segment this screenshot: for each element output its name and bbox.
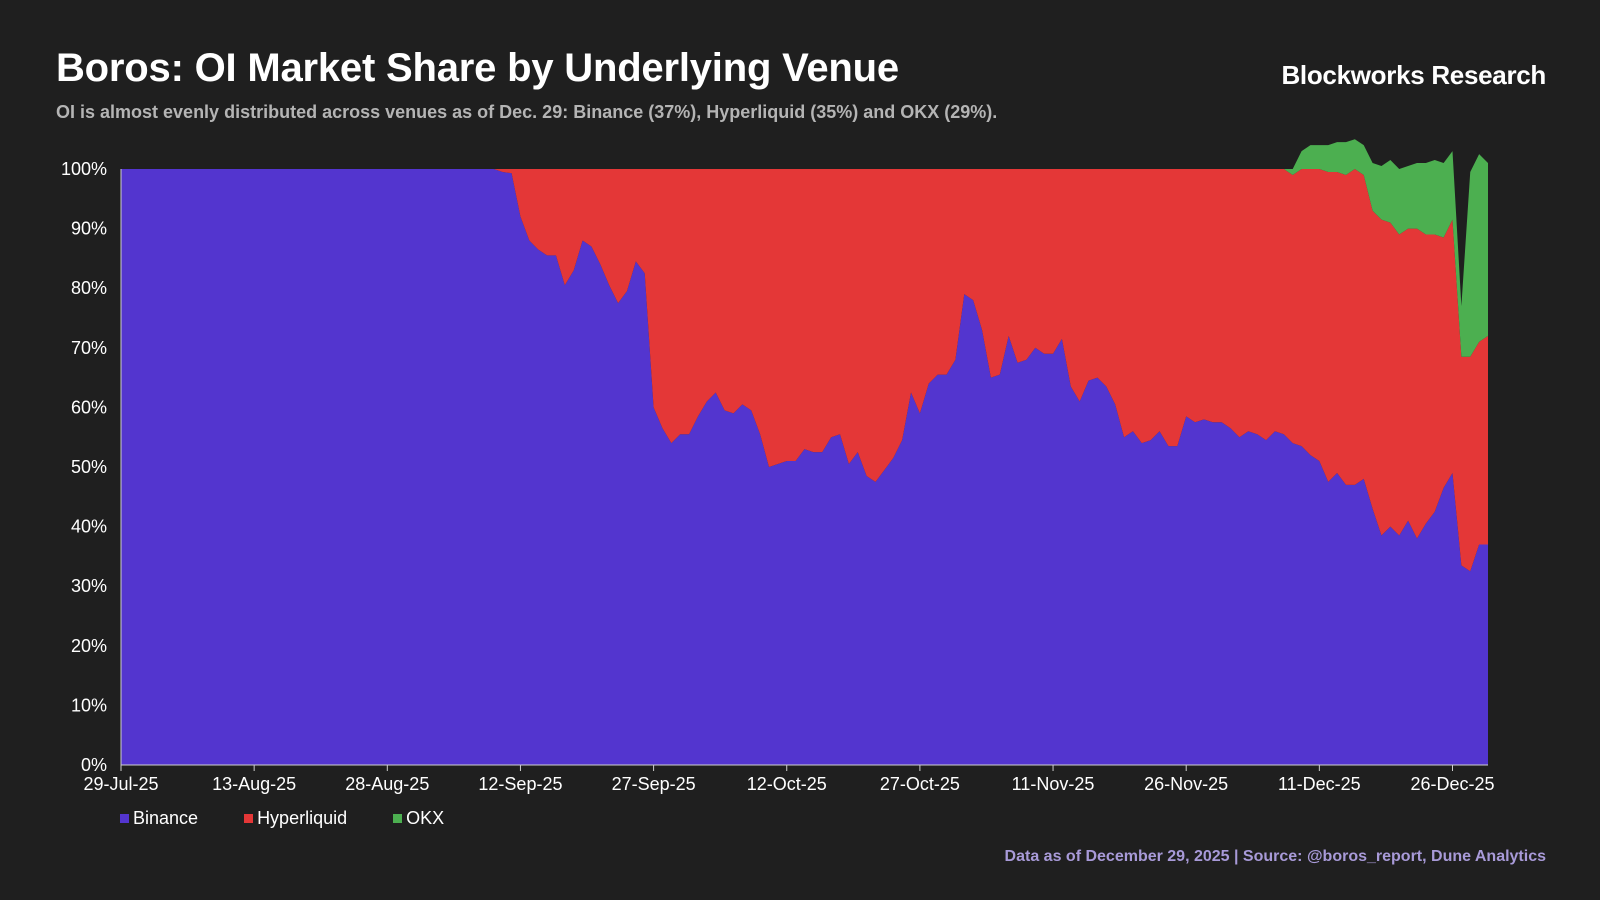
- plot-areas: [121, 139, 1488, 765]
- brand-logo-text: Blockworks Research: [1281, 60, 1546, 90]
- legend-label-binance: Binance: [133, 808, 199, 828]
- y-tick-label: 90%: [71, 219, 107, 239]
- y-tick-label: 80%: [71, 278, 107, 298]
- x-tick-label: 29-Jul-25: [83, 774, 158, 794]
- x-axis: 29-Jul-25 13-Aug-25 28-Aug-25 12-Sep-25 27-S…: [83, 764, 1495, 794]
- area-series-okx: [121, 139, 1488, 357]
- y-tick-label: 70%: [71, 338, 107, 358]
- x-tick-label: 13-Aug-25: [212, 774, 296, 794]
- y-tick-label: 10%: [71, 695, 107, 715]
- x-tick-label: 12-Sep-25: [478, 774, 562, 794]
- x-tick-label: 26-Nov-25: [1144, 774, 1228, 794]
- x-tick-label: 28-Aug-25: [345, 774, 429, 794]
- legend-label-okx: OKX: [406, 808, 445, 828]
- legend-swatch-hyperliquid: [244, 814, 254, 823]
- x-tick-label: 11-Nov-25: [1012, 774, 1095, 794]
- x-tick-label: 27-Sep-25: [612, 774, 696, 794]
- area-series-binance: [121, 169, 1488, 765]
- chart-subtitle: OI is almost evenly distributed across v…: [56, 102, 998, 122]
- y-tick-label: 30%: [71, 576, 107, 596]
- y-tick-label: 60%: [71, 397, 107, 417]
- legend-swatch-okx: [393, 814, 403, 823]
- source-note: Data as of December 29, 2025 | Source: @…: [1004, 848, 1546, 865]
- x-tick-label: 11-Dec-25: [1278, 774, 1361, 794]
- y-axis: 0% 10% 20% 30% 40% 50% 60% 70% 80% 90% 100%: [61, 159, 122, 775]
- x-tick-label: 27-Oct-25: [880, 774, 960, 794]
- x-tick-label: 12-Oct-25: [747, 774, 827, 794]
- y-tick-label: 100%: [61, 159, 107, 179]
- legend-swatch-binance: [120, 814, 129, 823]
- legend-item-okx: OKX: [393, 808, 444, 829]
- y-tick-label: 20%: [71, 636, 107, 656]
- legend-item-hyperliquid: Hyperliquid: [244, 808, 347, 829]
- legend: Binance Hyperliquid OKX: [120, 808, 444, 829]
- y-tick-label: 0%: [81, 755, 107, 775]
- y-tick-label: 50%: [71, 457, 107, 477]
- legend-label-hyperliquid: Hyperliquid: [257, 808, 348, 828]
- area-series-hyperliquid: [121, 169, 1488, 572]
- x-tick-label: 26-Dec-25: [1410, 774, 1494, 794]
- legend-item-binance: Binance: [120, 808, 198, 829]
- chart-title: Boros: OI Market Share by Underlying Ven…: [56, 46, 899, 90]
- y-tick-label: 40%: [71, 517, 107, 537]
